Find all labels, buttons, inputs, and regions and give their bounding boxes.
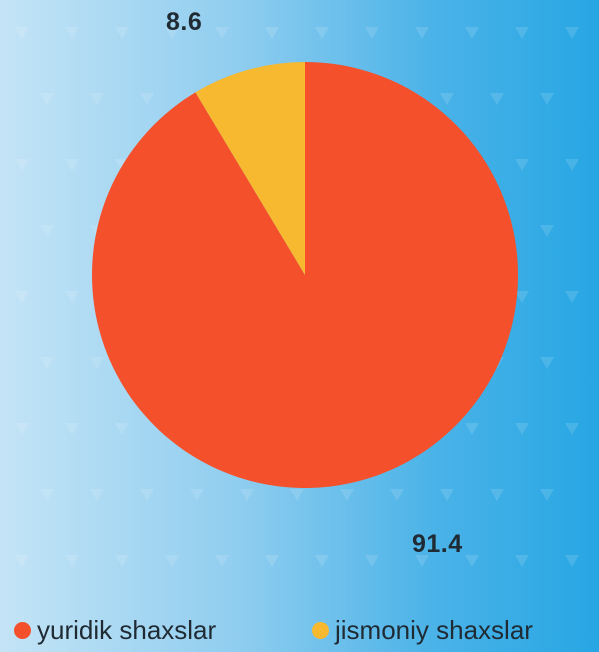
pattern-triangle <box>565 159 579 171</box>
pattern-triangle <box>40 93 54 105</box>
pattern-triangle <box>165 555 179 567</box>
pattern-triangle <box>515 291 529 303</box>
pattern-triangle <box>115 555 129 567</box>
pattern-triangle <box>15 159 29 171</box>
pattern-triangle <box>90 93 104 105</box>
pattern-triangle <box>115 423 129 435</box>
pattern-triangle <box>490 489 504 501</box>
pattern-triangle <box>540 357 554 369</box>
pattern-triangle <box>140 489 154 501</box>
legend-item-yuridik-shaxslar[interactable]: yuridik shaxslar <box>14 610 216 650</box>
legend-label: yuridik shaxslar <box>37 614 217 645</box>
pattern-triangle <box>40 357 54 369</box>
data-label-yuridik-shaxslar: 91.4 <box>412 530 463 558</box>
pattern-triangle <box>540 225 554 237</box>
pattern-triangle <box>40 225 54 237</box>
data-label-jismoniy-shaxslar: 8.6 <box>166 8 203 36</box>
pattern-triangle <box>515 27 529 39</box>
pattern-triangle <box>465 27 479 39</box>
pattern-triangle <box>190 489 204 501</box>
pattern-triangle <box>415 27 429 39</box>
pattern-triangle <box>365 555 379 567</box>
pattern-triangle <box>115 27 129 39</box>
pattern-triangle <box>15 423 29 435</box>
pattern-triangle <box>365 27 379 39</box>
pattern-triangle <box>315 27 329 39</box>
pattern-triangle <box>15 555 29 567</box>
legend-label: jismoniy shaxslar <box>335 614 533 645</box>
legend-item-jismoniy-shaxslar[interactable]: jismoniy shaxslar <box>312 610 533 650</box>
pattern-triangle <box>90 489 104 501</box>
pie-slice-jismoniy-shaxslar[interactable] <box>195 62 305 275</box>
pattern-triangle <box>565 423 579 435</box>
pattern-triangle <box>215 27 229 39</box>
pattern-triangle <box>65 159 79 171</box>
pattern-triangle <box>65 27 79 39</box>
pattern-triangle <box>315 555 329 567</box>
pattern-triangle <box>515 423 529 435</box>
pattern-triangle <box>90 357 104 369</box>
legend-swatch <box>312 621 329 639</box>
pattern-triangle <box>515 159 529 171</box>
pattern-triangle <box>265 555 279 567</box>
pattern-triangle <box>65 291 79 303</box>
pattern-triangle <box>240 489 254 501</box>
pattern-triangle <box>15 27 29 39</box>
pattern-triangle <box>465 423 479 435</box>
pattern-triangle <box>15 291 29 303</box>
pattern-triangle <box>165 27 179 39</box>
pattern-triangle <box>65 555 79 567</box>
pattern-triangle <box>215 555 229 567</box>
pattern-triangle <box>140 93 154 105</box>
pattern-triangle <box>540 93 554 105</box>
pattern-triangle <box>290 489 304 501</box>
pattern-triangle <box>540 489 554 501</box>
pattern-triangle <box>415 555 429 567</box>
pattern-triangle <box>390 489 404 501</box>
pie-slices <box>92 62 518 488</box>
pattern-triangle <box>340 489 354 501</box>
pattern-triangle <box>515 555 529 567</box>
pattern-triangle <box>565 27 579 39</box>
legend: yuridik shaxslar jismoniy shaxslar <box>0 610 599 650</box>
pattern-triangle <box>490 93 504 105</box>
pattern-triangle <box>565 555 579 567</box>
pattern-triangle <box>265 27 279 39</box>
pattern-triangle <box>440 489 454 501</box>
legend-swatch <box>14 621 31 639</box>
pattern-triangle <box>65 423 79 435</box>
pattern-triangle <box>465 555 479 567</box>
pattern-triangle <box>40 489 54 501</box>
pattern-triangle <box>565 291 579 303</box>
pattern-triangle <box>440 93 454 105</box>
